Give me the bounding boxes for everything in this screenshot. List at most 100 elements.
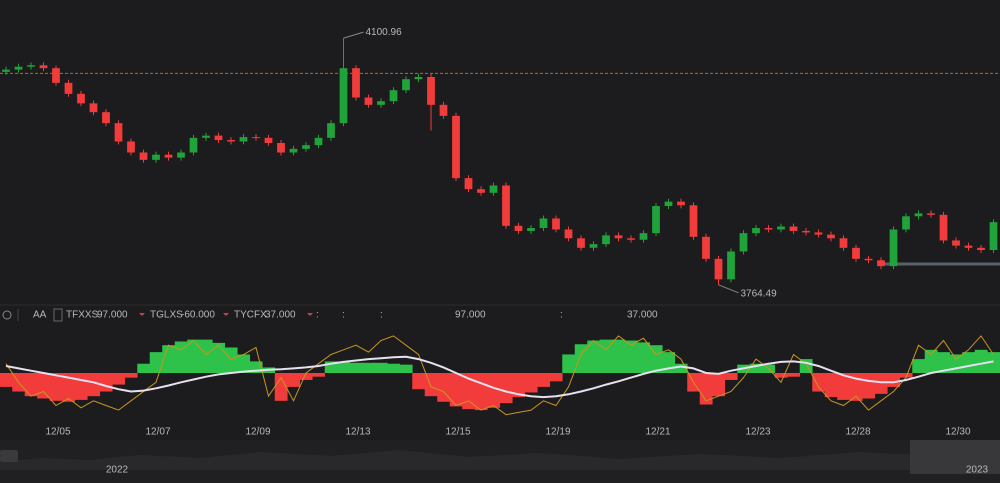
x-tick-label: 12/09 [245,427,270,438]
legend-name[interactable]: TYCFX [234,310,267,321]
candle-body [439,104,448,116]
candle-body [2,69,10,72]
candle-body [927,213,935,215]
candle-body [377,101,385,105]
candle-body [252,137,260,139]
candle-body [689,205,698,237]
candle-body [614,235,623,239]
histogram-bar [487,373,501,408]
x-tick-label: 12/07 [145,427,170,438]
histogram-bar [862,373,876,399]
candle-body [577,238,585,248]
candle-body [389,90,398,102]
legend-dots: : [560,310,563,321]
x-tick-label: 12/19 [545,427,570,438]
histogram-bar [787,373,801,377]
x-tick-label: 12/23 [745,427,770,438]
candle-body [952,240,960,246]
candle-body [364,97,373,105]
high-pointer [343,31,364,39]
histogram-bar [337,361,351,373]
histogram-bar [199,339,213,373]
candle-body [789,226,798,231]
histogram-bar [962,352,976,373]
low-pointer [718,284,739,294]
candle-body [889,229,898,267]
histogram-bar [162,345,176,373]
candle-body [514,225,523,231]
legend-dots: : [342,310,345,321]
histogram-bar [624,340,638,373]
histogram-bar [87,373,101,397]
histogram-bar [799,359,813,373]
candle-body [877,260,885,267]
low-label: 3764.49 [741,288,778,299]
x-tick-label: 12/21 [645,427,670,438]
candle-body [102,112,110,124]
candle-body [477,189,485,193]
candle-body [752,228,760,234]
navigator-handle[interactable] [0,450,18,462]
candle-body [164,154,173,158]
histogram-bar [212,342,226,373]
legend-value: 97.000 [97,310,128,321]
histogram-bar [612,339,626,373]
histogram-bar [724,373,738,380]
histogram-bar [99,373,113,392]
histogram-bar [287,373,301,387]
extra-legend-value: 37.000 [627,310,658,321]
histogram-bar [374,362,388,373]
histogram-bar [537,373,551,387]
indicator-icon[interactable] [53,308,63,322]
extra-legend-value: 97.000 [455,310,486,321]
candle-body [214,135,223,141]
candle-body [289,148,298,153]
histogram-bar [449,373,463,407]
candle-body [914,213,923,217]
histogram-bar [524,373,538,393]
candle-body [677,201,685,206]
settings-icon[interactable] [2,310,12,320]
legend-dropdown [307,313,313,316]
histogram-bar [987,352,1000,373]
histogram-bar [49,373,63,401]
histogram-bar [274,373,288,401]
candle-body [427,76,435,105]
histogram-bar [187,339,201,373]
legend-value: 37.000 [265,310,296,321]
candle-body [839,238,848,248]
candle-body [27,65,35,67]
x-tick-label: 12/28 [845,427,870,438]
histogram-bar [62,373,76,402]
x-tick-label: 12/15 [445,427,470,438]
navigator-selection[interactable] [910,440,1000,474]
legend-dropdown [223,313,229,316]
candle-body [664,201,673,207]
histogram-bar [474,373,488,411]
candle-body [139,152,148,160]
candle-body [239,137,248,142]
candle-body [152,154,160,160]
histogram-bar [912,359,926,373]
legend-name[interactable]: TFXXS [66,310,99,321]
histogram-bar [749,363,763,373]
candle-body [714,258,723,280]
histogram-bar [899,373,913,378]
legend-name[interactable]: TGLXS [150,310,183,321]
candle-body [352,68,360,98]
histogram-bar [649,345,663,373]
candle-body [502,185,510,226]
histogram-bar [299,373,313,380]
candle-body [114,123,123,142]
histogram-bar [249,361,263,373]
candle-body [802,230,810,233]
candle-body [14,66,23,70]
candle-body [964,245,973,248]
candle-body [302,145,310,149]
histogram-bar [499,373,513,404]
x-tick-label: 12/05 [45,427,70,438]
toolbar-label: AA [33,310,47,321]
candle-body [339,68,348,124]
candle-body [602,235,610,245]
histogram-bar [924,349,938,373]
